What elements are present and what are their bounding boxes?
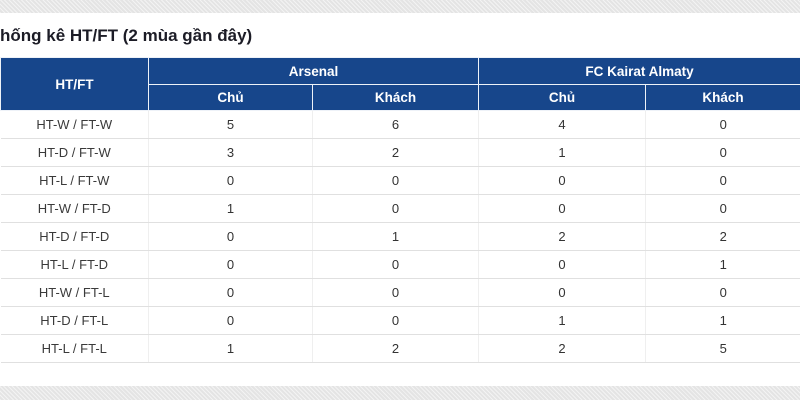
stat-cell: 0 [478, 278, 646, 307]
row-label: HT-L / FT-L [0, 334, 149, 363]
stat-cell: 0 [148, 166, 313, 195]
stat-cell: 0 [148, 306, 313, 335]
stat-cell: 1 [312, 222, 479, 251]
row-label: HT-L / FT-W [0, 166, 149, 195]
table-row: HT-D / FT-W 3 2 1 0 [0, 138, 800, 167]
stat-cell: 0 [312, 250, 479, 279]
stat-cell: 0 [148, 278, 313, 307]
table-row: HT-L / FT-D 0 0 0 1 [0, 250, 800, 279]
table-row: HT-W / FT-L 0 0 0 0 [0, 278, 800, 307]
stat-cell: 3 [148, 138, 313, 167]
stat-cell: 0 [645, 278, 800, 307]
stat-cell: 1 [478, 138, 646, 167]
stat-cell: 0 [478, 194, 646, 223]
stat-cell: 0 [478, 166, 646, 195]
stat-cell: 0 [645, 110, 800, 139]
stat-cell: 0 [312, 194, 479, 223]
stat-cell: 1 [645, 250, 800, 279]
stat-cell: 0 [645, 138, 800, 167]
row-label: HT-D / FT-L [0, 306, 149, 335]
header-arsenal-home: Chủ [148, 84, 313, 111]
stat-cell: 0 [645, 194, 800, 223]
stat-cell: 0 [645, 166, 800, 195]
table-body: HT-W / FT-W 5 6 4 0 HT-D / FT-W 3 2 1 0 HT-L / FT-… [0, 110, 800, 363]
top-band [0, 0, 800, 13]
stat-cell: 6 [312, 110, 479, 139]
row-label: HT-W / FT-W [0, 110, 149, 139]
bottom-band [0, 386, 800, 400]
row-label: HT-D / FT-W [0, 138, 149, 167]
row-label: HT-W / FT-L [0, 278, 149, 307]
header-team-arsenal: Arsenal [148, 57, 479, 85]
header-htft: HT/FT [0, 57, 149, 111]
stat-cell: 0 [312, 306, 479, 335]
header-kairat-home: Chủ [478, 84, 646, 111]
table-row: HT-W / FT-W 5 6 4 0 [0, 110, 800, 139]
stat-cell: 0 [148, 250, 313, 279]
row-label: HT-L / FT-D [0, 250, 149, 279]
table-row: HT-L / FT-W 0 0 0 0 [0, 166, 800, 195]
stat-cell: 2 [478, 334, 646, 363]
header-row-homeaway: Chủ Khách Chủ Khách [1, 84, 800, 111]
table-row: HT-D / FT-L 0 0 1 1 [0, 306, 800, 335]
stat-cell: 0 [478, 250, 646, 279]
stat-cell: 2 [645, 222, 800, 251]
stat-cell: 5 [645, 334, 800, 363]
stat-cell: 2 [312, 334, 479, 363]
stat-cell: 2 [312, 138, 479, 167]
page-title: hống kê HT/FT (2 mùa gần đây) [0, 26, 253, 45]
stat-cell: 5 [148, 110, 313, 139]
htft-stats-table: HT/FT Arsenal FC Kairat Almaty Chủ Khách… [0, 57, 800, 363]
header-team-kairat: FC Kairat Almaty [478, 57, 800, 85]
row-label: HT-D / FT-D [0, 222, 149, 251]
stat-cell: 1 [148, 194, 313, 223]
stat-cell: 0 [148, 222, 313, 251]
header-kairat-away: Khách [645, 84, 800, 111]
row-label: HT-W / FT-D [0, 194, 149, 223]
table-row: HT-D / FT-D 0 1 2 2 [0, 222, 800, 251]
stat-cell: 1 [148, 334, 313, 363]
stat-cell: 1 [478, 306, 646, 335]
header-arsenal-away: Khách [312, 84, 479, 111]
stat-cell: 0 [312, 278, 479, 307]
stat-cell: 0 [312, 166, 479, 195]
stat-cell: 1 [645, 306, 800, 335]
table-header: HT/FT Arsenal FC Kairat Almaty Chủ Khách… [0, 57, 800, 111]
table-row: HT-W / FT-D 1 0 0 0 [0, 194, 800, 223]
stat-cell: 4 [478, 110, 646, 139]
header-row-teams: HT/FT Arsenal FC Kairat Almaty [0, 57, 800, 111]
stat-cell: 2 [478, 222, 646, 251]
table-row: HT-L / FT-L 1 2 2 5 [0, 334, 800, 363]
